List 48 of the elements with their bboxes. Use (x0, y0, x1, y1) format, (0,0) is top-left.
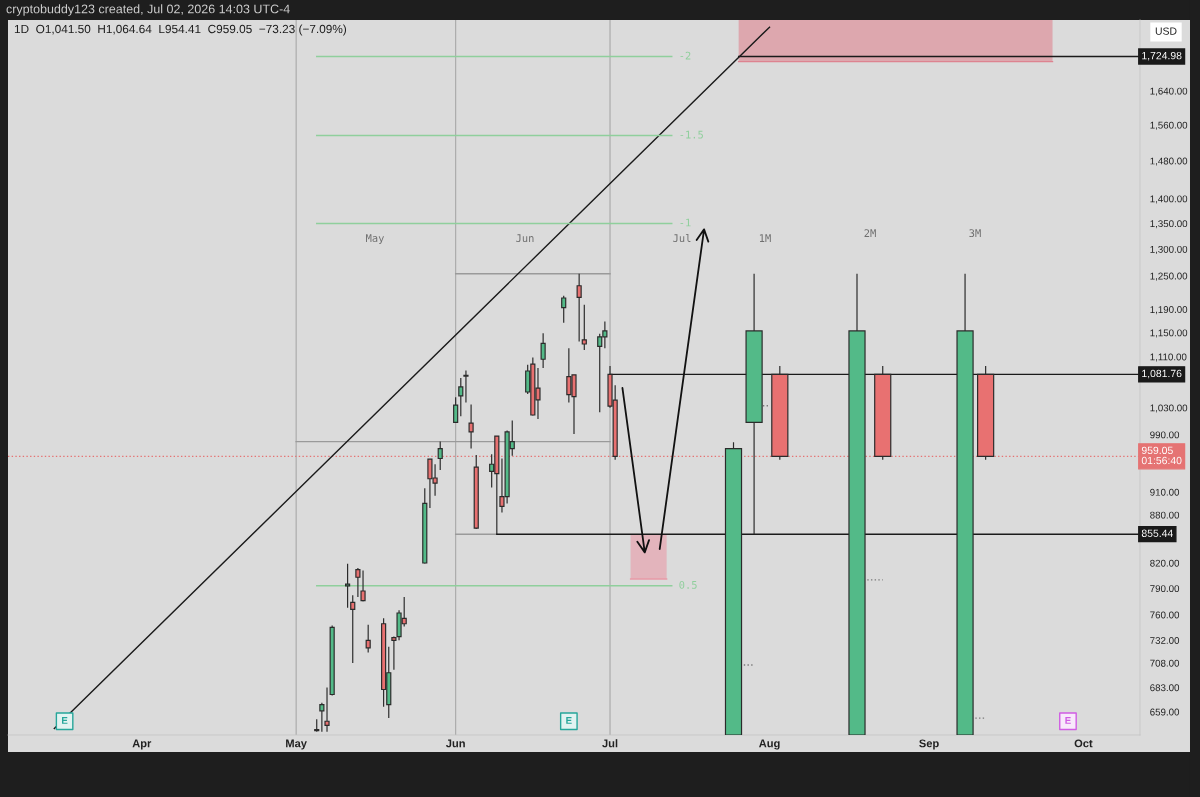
series-label: -1.5 (680, 130, 703, 139)
y-tick-label: 790.00 (1150, 585, 1180, 593)
chart-title: 1D O1,041.50 H1,064.64 L954.41 C959.05 −73.23 (−7.09%) (14, 24, 347, 36)
y-tick-label: 880.00 (1150, 511, 1180, 519)
y-tick-label: 683.00 (1150, 684, 1180, 692)
y-tick-label: 1,030.00 (1150, 404, 1188, 413)
data-label: E (1065, 717, 1071, 724)
series-label: 855.44 (1141, 529, 1173, 537)
x-tick-label: Sep (919, 739, 939, 750)
annotation: 1M (759, 234, 771, 242)
text: cryptobuddy123 created, Jul 02, 2026 14:03 UTC-4 (6, 4, 290, 16)
annotation: Jun (516, 234, 534, 243)
series-label: 1,724.98 (1142, 51, 1182, 61)
x-tick-label: Oct (1074, 739, 1093, 748)
y-tick-label: 1,110.00 (1150, 353, 1187, 362)
annotation: 3M (969, 229, 981, 238)
annotation: Jul (673, 233, 691, 243)
y-tick-label: 1,250.00 (1150, 272, 1188, 281)
y-tick-label: 1,150.00 (1150, 329, 1188, 338)
y-tick-label: 1,400.00 (1150, 195, 1188, 204)
y-tick-label: 1,300.00 (1150, 245, 1188, 254)
y-tick-label: 1,480.00 (1150, 157, 1188, 166)
series-label: -1 (680, 218, 691, 227)
y-tick-label: 732.00 (1150, 637, 1180, 644)
y-tick-label: 708.00 (1150, 659, 1180, 667)
y-tick-label: 1,640.00 (1150, 87, 1188, 96)
x-tick-label: Jul (602, 739, 618, 748)
x-tick-label: Jun (445, 739, 465, 748)
series-label: 0.5 (679, 580, 697, 589)
annotation: 2M (864, 229, 876, 237)
y-tick-label: 990.00 (1150, 431, 1180, 439)
x-tick-label: Apr (132, 739, 152, 750)
y-tick-label: 1,350.00 (1150, 220, 1188, 229)
y-tick-label: 1,190.00 (1150, 306, 1188, 315)
y-tick-label: 820.00 (1150, 559, 1180, 567)
x-tick-label: Aug (759, 739, 780, 750)
y-tick-label: 659.00 (1150, 708, 1180, 716)
annotation: May (366, 234, 384, 245)
y-tick-label: 760.00 (1150, 611, 1180, 619)
y-tick-label: 910.00 (1150, 488, 1180, 496)
data-label: E (62, 717, 68, 724)
ref-line-label: 959.05 01:56:40 (1141, 446, 1182, 465)
y-tick-label: 1,560.00 (1150, 121, 1188, 130)
series-label: 1,081.76 (1142, 369, 1182, 379)
data-label: E (566, 717, 572, 724)
y-axis-title: USD (1155, 27, 1177, 35)
series-label: -2 (680, 51, 691, 60)
x-tick-label: May (286, 739, 307, 750)
